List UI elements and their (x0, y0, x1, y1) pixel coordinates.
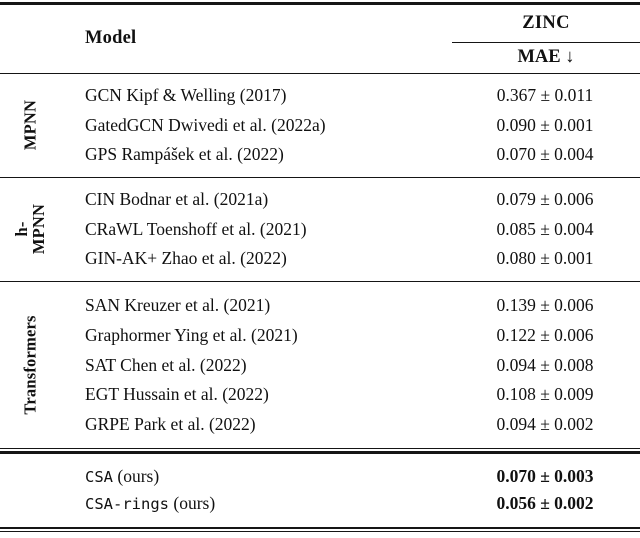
model-name: SAT Chen et al. (2022) (85, 354, 247, 375)
mae-value: 0.122 ± 0.006 (496, 324, 594, 345)
model-name: EGT Hussain et al. (2022) (85, 384, 269, 405)
model-name: CIN Bodnar et al. (2021a) (85, 189, 269, 210)
metric-header: MAE ↓ (517, 47, 575, 68)
column-header-zinc-group: ZINC MAE ↓ (452, 5, 640, 73)
mae-value: 0.139 ± 0.006 (496, 295, 594, 316)
table-row: SAT Chen et al. (2022) 0.094 ± 0.008 (62, 350, 640, 380)
table-row: GPS Rampášek et al. (2022) 0.070 ± 0.004 (62, 140, 640, 170)
ours-separator-rule-thick (0, 451, 640, 454)
table-row: GIN-AK+ Zhao et al. (2022) 0.080 ± 0.001 (62, 244, 640, 274)
model-name: GRPE Park et al. (2022) (85, 413, 256, 434)
mae-value: 0.070 ± 0.004 (496, 144, 594, 165)
group-ours: CSA (ours) 0.070 ± 0.003 CSA-rings (ours… (0, 454, 640, 527)
model-name-mono: CSA-rings (85, 495, 169, 514)
group-label-mpnn: MPNN (0, 74, 62, 177)
table-row: CSA-rings (ours) 0.056 ± 0.002 (62, 490, 640, 518)
model-name: CSA-rings (ours) (62, 493, 450, 514)
model-name: CSA (ours) (62, 466, 450, 487)
group-mpnn: MPNN GCN Kipf & Welling (2017) 0.367 ± 0… (0, 74, 640, 177)
table-row: Graphormer Ying et al. (2021) 0.122 ± 0.… (62, 321, 640, 351)
top-rule (0, 2, 640, 5)
table-row: GRPE Park et al. (2022) 0.094 ± 0.002 (62, 409, 640, 439)
mae-value: 0.085 ± 0.004 (496, 218, 594, 239)
mae-value: 0.070 ± 0.003 (496, 465, 594, 486)
model-name: GCN Kipf & Welling (2017) (85, 85, 287, 106)
mae-value: 0.094 ± 0.002 (496, 413, 594, 434)
header-rule (0, 72, 640, 74)
bottom-rule-thin (0, 530, 640, 532)
group-label-transformers: Transformers (0, 282, 62, 448)
model-name: CRaWL Toenshoff et al. (2021) (85, 218, 307, 239)
table-row: GCN Kipf & Welling (2017) 0.367 ± 0.011 (62, 81, 640, 111)
mae-value: 0.056 ± 0.002 (496, 493, 594, 514)
table-header: Model ZINC MAE ↓ (0, 5, 640, 73)
table-row: CRaWL Toenshoff et al. (2021) 0.085 ± 0.… (62, 215, 640, 245)
dataset-header: ZINC (522, 12, 570, 33)
model-name-suffix: (ours) (113, 465, 160, 486)
group-transformers: Transformers SAN Kreuzer et al. (2021) 0… (0, 282, 640, 448)
model-name-suffix: (ours) (169, 493, 216, 514)
mae-value: 0.079 ± 0.006 (496, 189, 594, 210)
mae-value: 0.090 ± 0.001 (496, 114, 594, 135)
mae-value: 0.094 ± 0.008 (496, 354, 594, 375)
group-separator-rule (0, 280, 640, 283)
group-label-text: MPNN (20, 100, 40, 151)
table-row: GatedGCN Dwivedi et al. (2022a) 0.090 ± … (62, 110, 640, 140)
mae-value: 0.367 ± 0.011 (496, 85, 594, 106)
ours-separator-rule-thin (0, 448, 640, 450)
model-name: GPS Rampášek et al. (2022) (85, 144, 284, 165)
mae-value: 0.108 ± 0.009 (496, 384, 594, 405)
table-row: EGT Hussain et al. (2022) 0.108 ± 0.009 (62, 380, 640, 410)
model-name: SAN Kreuzer et al. (2021) (85, 295, 271, 316)
table-row: CIN Bodnar et al. (2021a) 0.079 ± 0.006 (62, 185, 640, 215)
model-name: Graphormer Ying et al. (2021) (85, 324, 298, 345)
group-h-mpnn: h- MPNN CIN Bodnar et al. (2021a) 0.079 … (0, 178, 640, 281)
group-separator-rule (0, 176, 640, 178)
table-row: SAN Kreuzer et al. (2021) 0.139 ± 0.006 (62, 291, 640, 321)
model-name: GIN-AK+ Zhao et al. (2022) (85, 248, 287, 269)
model-name-mono: CSA (85, 467, 113, 486)
column-header-model: Model (85, 28, 137, 49)
model-name: GatedGCN Dwivedi et al. (2022a) (85, 114, 326, 135)
group-label-h-mpnn: h- MPNN (0, 178, 62, 281)
group-label-text: Transformers (20, 315, 40, 415)
group-label-text: MPNN (29, 204, 48, 255)
table-row: CSA (ours) 0.070 ± 0.003 (62, 463, 640, 491)
mae-value: 0.080 ± 0.001 (496, 248, 594, 269)
cmidrule (452, 41, 640, 43)
bottom-rule-thick (0, 526, 640, 529)
group-label-empty (0, 454, 62, 527)
